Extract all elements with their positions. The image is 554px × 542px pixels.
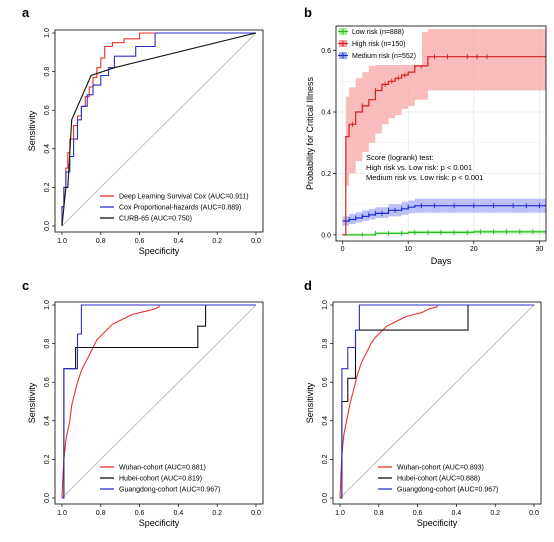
y-tick-label: 0.2 bbox=[44, 182, 51, 192]
plot-frame bbox=[54, 301, 264, 505]
legend-entry: Deep Learning Survival Cox (AUC=0.911) bbox=[119, 194, 249, 201]
legend-entry: Cox Proportional-hazards (AUC=0.889) bbox=[119, 205, 241, 212]
roc-curve-3 bbox=[62, 304, 256, 499]
legend-entry: Guangdong-cohort (AUC=0.967) bbox=[397, 487, 498, 494]
plot-frame bbox=[54, 29, 264, 233]
reference-diagonal bbox=[339, 304, 535, 499]
confidence-band-2 bbox=[342, 29, 546, 235]
x-tick-label: 0.6 bbox=[413, 510, 423, 517]
x-tick-label: 0.8 bbox=[374, 510, 384, 517]
y-tick-label: 0.8 bbox=[44, 67, 51, 77]
y-axis-title: Sensitivity bbox=[27, 110, 37, 151]
x-tick-label: 0.0 bbox=[251, 238, 261, 245]
panel-letter: b bbox=[304, 5, 312, 20]
panel-d: d 1.0 0.8 0.6 0.4 0.2 0.0 0.0 0.2 0.4 0.6 0.8 1.0 Spe… bbox=[304, 278, 542, 528]
y-tick-label: 0.2 bbox=[322, 454, 329, 464]
x-tick-label: 10 bbox=[404, 246, 412, 253]
y-tick-label: 0.0 bbox=[321, 232, 331, 239]
panel-letter: a bbox=[22, 5, 30, 20]
legend-box bbox=[338, 27, 422, 65]
x-tick-label: 0.4 bbox=[174, 510, 184, 517]
legend-entry: Low risk (n=888) bbox=[352, 29, 404, 36]
logrank-annotation-line: Medium risk vs. Low risk: p < 0.001 bbox=[366, 173, 483, 182]
x-axis-title: Specificity bbox=[139, 518, 180, 528]
legend-entry: High risk (n=150) bbox=[352, 41, 406, 48]
x-tick-label: 0.8 bbox=[96, 510, 106, 517]
y-tick-label: 1.0 bbox=[44, 300, 51, 310]
x-tick-label: 0 bbox=[341, 246, 345, 253]
legend-entry: Hubei-cohort (AUC=0.819) bbox=[119, 476, 202, 483]
roc-curve-2 bbox=[61, 32, 256, 226]
confidence-band-3 bbox=[342, 198, 546, 226]
y-tick-label: 0.6 bbox=[322, 377, 329, 387]
y-tick-label: 0.4 bbox=[322, 416, 329, 426]
y-tick-label: 1.0 bbox=[322, 300, 329, 310]
y-tick-label: 0.6 bbox=[44, 105, 51, 115]
y-tick-label: 0.6 bbox=[321, 48, 331, 55]
panel-letter: d bbox=[304, 278, 312, 293]
x-tick-label: 0.0 bbox=[529, 510, 539, 517]
y-tick-label: 0.0 bbox=[44, 221, 51, 231]
y-tick-label: 1.0 bbox=[44, 28, 51, 38]
y-tick-label: 0.2 bbox=[321, 171, 331, 178]
roc-curve-3 bbox=[61, 32, 257, 227]
panel-letter: c bbox=[22, 278, 29, 293]
x-tick-label: 0.2 bbox=[212, 510, 222, 517]
y-axis-title: Sensitivity bbox=[305, 382, 315, 423]
legend-entry: Wuhan-cohort (AUC=0.881) bbox=[119, 465, 206, 472]
y-tick-label: 0.4 bbox=[44, 416, 51, 426]
x-tick-label: 0.2 bbox=[490, 510, 500, 517]
plot-frame bbox=[332, 301, 542, 505]
logrank-annotation-line: Score (logrank) test: bbox=[366, 153, 434, 162]
reference-diagonal bbox=[61, 304, 257, 499]
x-tick-label: 20 bbox=[470, 246, 478, 253]
x-tick-label: 0.6 bbox=[135, 238, 145, 245]
roc-curve-3 bbox=[340, 304, 534, 499]
y-tick-label: 0.0 bbox=[322, 493, 329, 503]
x-tick-label: 0.6 bbox=[135, 510, 145, 517]
panel-c: c 1.0 0.8 0.6 0.4 0.2 0.0 0.0 0.2 0.4 0.6 0.8 1.0 Spe… bbox=[22, 278, 264, 528]
reference-diagonal bbox=[61, 32, 257, 227]
x-tick-label: 0.8 bbox=[96, 238, 106, 245]
y-tick-label: 0.0 bbox=[44, 493, 51, 503]
plot-frame bbox=[335, 25, 547, 242]
y-tick-label: 0.8 bbox=[322, 339, 329, 349]
x-tick-label: 1.0 bbox=[57, 510, 67, 517]
y-tick-label: 0.6 bbox=[44, 377, 51, 387]
x-tick-label: 1.0 bbox=[57, 238, 67, 245]
panel-b: b 0 10 20 30 0.0 0.2 0.4 0.6 Days Probability for … bbox=[304, 5, 547, 266]
y-tick-label: 0.4 bbox=[44, 144, 51, 154]
x-tick-label: 1.0 bbox=[335, 510, 345, 517]
legend-entry: Guangdong-cohort (AUC=0.967) bbox=[119, 487, 220, 494]
legend-entry: CURB-65 (AUC=0.750) bbox=[119, 216, 192, 223]
x-tick-label: 30 bbox=[536, 246, 544, 253]
roc-curve-1 bbox=[61, 32, 256, 226]
x-axis-title: Days bbox=[431, 256, 452, 266]
legend-entry: Hubei-cohort (AUC=0.888) bbox=[397, 476, 480, 483]
roc-curve-1 bbox=[61, 304, 256, 499]
y-tick-label: 0.8 bbox=[44, 339, 51, 349]
x-tick-label: 0.4 bbox=[174, 238, 184, 245]
y-axis-title: Probability for Critical Illness bbox=[305, 76, 315, 190]
x-tick-label: 0.4 bbox=[452, 510, 462, 517]
y-tick-label: 0.4 bbox=[321, 110, 331, 117]
roc-curve-1 bbox=[339, 304, 534, 499]
x-axis-title: Specificity bbox=[417, 518, 458, 528]
x-axis-title: Specificity bbox=[139, 246, 180, 256]
x-tick-label: 0.0 bbox=[251, 510, 261, 517]
legend-entry: Wuhan-cohort (AUC=0.893) bbox=[397, 465, 484, 472]
x-tick-label: 0.2 bbox=[212, 238, 222, 245]
panel-a: a 1.0 0.8 0.6 0.4 0.2 0.0 0.0 0.2 0.4 0.6 0.8 1.0 Spe… bbox=[22, 5, 264, 256]
y-axis-title: Sensitivity bbox=[27, 382, 37, 423]
y-tick-label: 0.2 bbox=[44, 454, 51, 464]
legend-entry: Medium risk (n=552) bbox=[352, 53, 416, 60]
logrank-annotation-line: High risk vs. Low risk: p < 0.001 bbox=[366, 163, 472, 172]
